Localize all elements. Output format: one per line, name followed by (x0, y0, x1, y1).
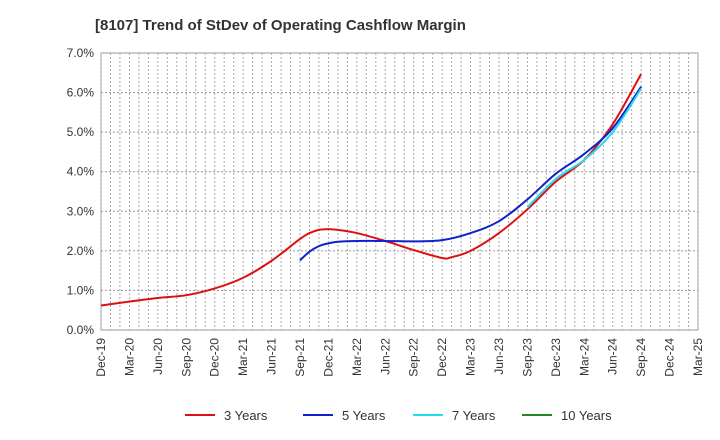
axes: 0.0% 1.0% 2.0% 3.0% 4.0% 5.0% 6.0% 7.0% Dec-19 Ma… (67, 46, 705, 377)
legend-label-4: 10 Years (561, 408, 612, 423)
x-tick-label: Mar-21 (236, 338, 250, 376)
y-tick-label: 2.0% (67, 244, 95, 258)
y-tick-label: 0.0% (67, 323, 95, 337)
x-tick-label: Sep-21 (293, 338, 307, 377)
legend-label-1: 3 Years (224, 408, 268, 423)
x-tick-label: Sep-24 (634, 338, 648, 377)
series-lines (100, 73, 643, 307)
x-tick-label: Jun-20 (151, 338, 165, 375)
x-tick-label: Mar-25 (691, 338, 705, 376)
y-tick-label: 6.0% (67, 86, 95, 100)
plot-area (100, 52, 699, 331)
series-line-1 (100, 73, 643, 307)
x-tick-label: Dec-19 (94, 338, 108, 377)
y-tick-label: 1.0% (67, 283, 95, 297)
x-tick-label: Mar-20 (122, 338, 136, 376)
series-line-2 (299, 86, 642, 262)
x-tick-label: Mar-23 (464, 338, 478, 376)
legend-label-3: 7 Years (452, 408, 496, 423)
y-tick-label: 4.0% (67, 165, 95, 179)
x-tick-label: Dec-20 (208, 338, 222, 377)
series-line-3 (526, 88, 642, 209)
legend-label-2: 5 Years (342, 408, 386, 423)
grid (100, 52, 699, 331)
legend: 3 Years 5 Years 7 Years 10 Years (185, 408, 612, 423)
x-tick-label: Mar-22 (350, 338, 364, 376)
y-tick-label: 5.0% (67, 125, 95, 139)
x-tick-label: Dec-22 (435, 338, 449, 377)
x-tick-label: Jun-21 (265, 338, 279, 375)
x-tick-label: Dec-23 (549, 338, 563, 377)
x-tick-label: Mar-24 (577, 338, 591, 376)
x-tick-label: Sep-20 (179, 338, 193, 377)
x-tick-label: Sep-23 (520, 338, 534, 377)
x-tick-label: Dec-21 (321, 338, 335, 377)
chart-title: [8107] Trend of StDev of Operating Cashf… (95, 17, 466, 34)
x-tick-label: Jun-24 (606, 338, 620, 375)
x-tick-label: Sep-22 (407, 338, 421, 377)
x-tick-label: Jun-22 (378, 338, 392, 375)
x-tick-label: Jun-23 (492, 338, 506, 375)
x-tick-label: Dec-24 (663, 338, 677, 377)
y-tick-label: 7.0% (67, 46, 95, 60)
y-tick-label: 3.0% (67, 204, 95, 218)
